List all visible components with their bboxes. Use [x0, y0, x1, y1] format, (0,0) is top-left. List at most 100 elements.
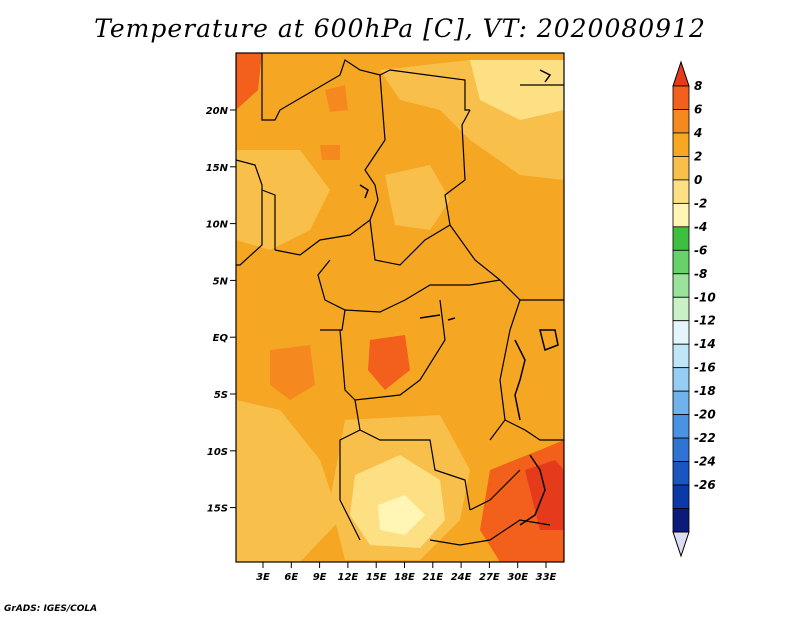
lat-tick-label: 10N [206, 220, 229, 231]
lake-victoria [539, 329, 559, 352]
colorbar-bottom-triangle [672, 531, 690, 558]
colorbar-swatch [672, 390, 690, 416]
map-frame [235, 52, 565, 563]
border-nigeria [274, 199, 379, 256]
cool-region-northeast [470, 60, 564, 120]
colorbar-swatch [672, 367, 690, 392]
map-title: Temperature at 600hPa [C], VT: 202008091… [94, 14, 706, 43]
hot-region-gabon-coast [270, 345, 315, 400]
hot-region-congo [368, 335, 410, 390]
colorbar-swatch [672, 296, 690, 322]
colorbar-label: 2 [694, 149, 702, 163]
colorbar-label: -26 [694, 478, 716, 492]
colorbar-label: -24 [694, 455, 716, 469]
border-south [429, 519, 551, 546]
lat-tick-label: EQ [213, 333, 229, 344]
colorbar-swatch [672, 461, 690, 486]
colorbar-swatch [672, 414, 690, 439]
credit-label: GrADS: IGES/COLA [4, 604, 98, 614]
colorbar: 8 6 4 2 0 -2 -4 -6 -8 -10 -12 -14 -16 -18 -20 -22 -24 -26 [672, 60, 716, 558]
warm-region-southwest [236, 400, 340, 562]
lat-tick-label: 10S [207, 447, 228, 458]
lat-tick-label: 20N [206, 106, 229, 117]
colorbar-swatch [672, 437, 690, 462]
colorbar-swatch [672, 202, 690, 228]
lon-tick-label: 27E [479, 572, 500, 583]
lake-tanganyika [514, 339, 526, 421]
colorbar-label: -14 [694, 337, 716, 351]
colorbar-label: -22 [694, 431, 716, 445]
colorbar-swatch [672, 320, 690, 345]
colorbar-label: -16 [694, 361, 716, 375]
colorbar-label: -8 [694, 267, 707, 281]
border-west [236, 159, 263, 266]
hottest-region-southeast [525, 460, 564, 530]
colorbar-label: -6 [694, 243, 707, 257]
latitude-axis: 20N 15N 10N 5N EQ 5S 10S 15S [206, 106, 236, 515]
longitude-axis: 3E 6E 9E 12E 15E 18E 21E 24E 27E 30E 33E [256, 562, 557, 583]
lakes [359, 69, 559, 526]
colorbar-label: 4 [693, 126, 702, 140]
colorbar-swatch [672, 508, 690, 533]
border-zambia [469, 469, 521, 511]
colorbar-swatch [672, 484, 690, 509]
lat-tick-label: 15N [206, 163, 229, 174]
lon-tick-label: 12E [338, 572, 359, 583]
colorbar-label: -20 [694, 408, 716, 422]
lake-mai-ndombe [419, 314, 456, 321]
lat-tick-label: 15S [207, 504, 228, 515]
colorbar-swatch [672, 179, 690, 204]
colorbar-label: -2 [694, 196, 707, 210]
warm-region-west [236, 150, 330, 250]
colorbar-swatch [672, 343, 690, 369]
border-cameroon-south [320, 309, 346, 331]
lon-tick-label: 24E [451, 572, 472, 583]
lon-tick-label: 9E [313, 572, 327, 583]
warm-region-central [385, 165, 450, 230]
lake-malawi [519, 454, 546, 526]
country-borders [236, 53, 564, 546]
colorbar-label: 6 [694, 102, 702, 116]
lon-tick-label: 6E [284, 572, 298, 583]
lake-nasser [539, 69, 552, 83]
border-east [489, 279, 521, 441]
colorbar-label: 8 [694, 79, 702, 93]
border-niger-chad [364, 74, 386, 201]
colorbar-label: 0 [694, 173, 702, 187]
lon-tick-label: 15E [366, 572, 387, 583]
colorbar-swatch [672, 273, 690, 298]
border-tanzania [504, 419, 564, 441]
lon-tick-label: 3E [256, 572, 270, 583]
lon-tick-label: 33E [536, 572, 557, 583]
coldest-region-south [378, 495, 425, 535]
colorbar-top-triangle [672, 60, 690, 87]
colorbar-label: -12 [694, 314, 716, 328]
lon-tick-label: 18E [394, 572, 415, 583]
border-north [261, 53, 470, 121]
hot-spot-niger [320, 145, 340, 160]
colorbar-swatch [672, 132, 690, 157]
lon-tick-label: 21E [422, 572, 443, 583]
lat-tick-label: 5S [214, 390, 228, 401]
colorbar-swatch [672, 109, 690, 134]
colorbar-swatch [672, 249, 690, 275]
colorbar-label: -18 [694, 384, 716, 398]
border-car-congo [317, 259, 501, 313]
colorbar-label: -4 [694, 220, 707, 234]
hot-region-northwest [236, 53, 262, 110]
border-congo [339, 299, 446, 401]
colorbar-swatch [672, 226, 690, 251]
border-benin [261, 189, 276, 250]
colorbar-label: -10 [694, 290, 716, 304]
hot-spot-north [325, 85, 348, 112]
border-chad-sudan [444, 109, 501, 281]
border-chad-car [369, 219, 451, 266]
lake-chad [359, 184, 369, 199]
lat-tick-label: 5N [213, 276, 229, 287]
colorbar-swatch [672, 156, 690, 181]
border-angola-west [339, 429, 361, 541]
lon-tick-label: 30E [507, 572, 528, 583]
map-field [236, 53, 564, 562]
colorbar-swatch [672, 85, 690, 110]
